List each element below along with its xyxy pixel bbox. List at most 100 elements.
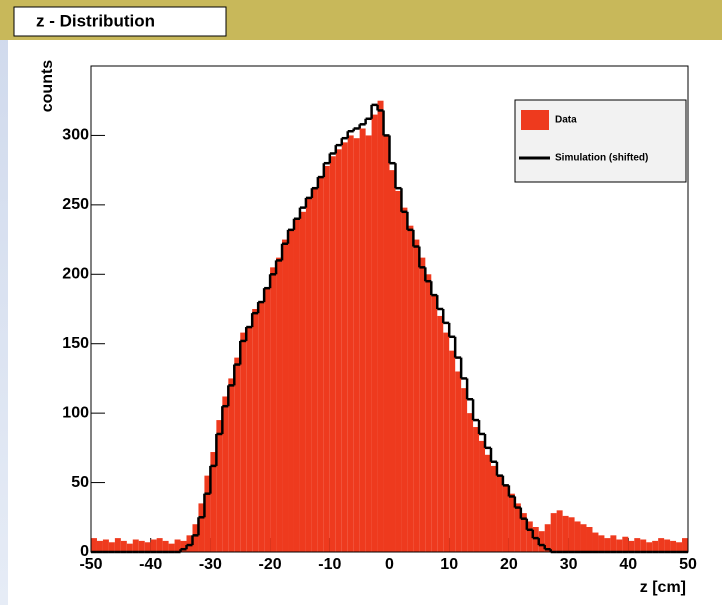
bar	[258, 302, 265, 552]
x-axis-label: z [cm]	[640, 579, 686, 596]
bar	[305, 197, 312, 552]
bar	[252, 309, 259, 552]
bar	[425, 274, 432, 552]
bar	[544, 524, 551, 552]
x-tick-label: -10	[318, 556, 341, 573]
bar	[323, 165, 330, 552]
bar	[389, 170, 396, 552]
bar	[401, 207, 408, 553]
bar	[610, 535, 617, 552]
legend-swatch	[521, 110, 549, 130]
bar	[168, 543, 175, 552]
bar	[150, 539, 157, 552]
bar	[550, 513, 557, 552]
bar	[222, 396, 229, 552]
bar	[353, 138, 360, 552]
bar	[216, 420, 223, 552]
bar	[156, 538, 163, 552]
x-tick-label: 0	[385, 556, 394, 573]
bar	[592, 532, 599, 552]
bar	[198, 503, 205, 552]
x-tick-label: -20	[259, 556, 282, 573]
bar	[538, 531, 545, 552]
bar	[144, 542, 151, 552]
bar	[288, 229, 294, 552]
bar	[502, 485, 509, 552]
bar	[359, 128, 366, 552]
bar	[240, 332, 247, 552]
bar	[490, 465, 497, 552]
bar	[586, 527, 593, 552]
bar	[204, 475, 211, 552]
bar	[120, 540, 127, 552]
y-tick-label: 250	[62, 196, 89, 213]
x-tick-label: 40	[619, 556, 637, 573]
bar	[270, 267, 277, 552]
bar	[365, 135, 372, 552]
y-tick-label: 0	[80, 543, 89, 560]
bar	[443, 332, 450, 552]
bar	[455, 371, 462, 552]
x-tick-label: -50	[79, 556, 102, 573]
x-tick-label: 50	[679, 556, 697, 573]
bar	[664, 539, 671, 552]
legend-label: Simulation (shifted)	[555, 153, 648, 164]
bar	[580, 524, 587, 552]
bar	[598, 535, 605, 552]
bar	[377, 100, 384, 552]
bar	[114, 538, 121, 552]
bar	[556, 510, 563, 552]
bar	[108, 542, 115, 552]
bar	[574, 521, 581, 552]
bar	[413, 239, 420, 553]
bar	[640, 539, 647, 552]
bar	[138, 540, 145, 552]
bar	[616, 539, 623, 552]
x-tick-label: 10	[440, 556, 458, 573]
bar	[341, 142, 348, 552]
bar	[514, 503, 521, 552]
y-tick-label: 300	[62, 127, 89, 144]
bar	[228, 378, 235, 552]
bar	[485, 454, 491, 552]
bar	[282, 239, 289, 553]
bar	[371, 114, 378, 552]
bar	[628, 540, 635, 552]
bar	[467, 413, 474, 552]
y-tick-label: 50	[71, 474, 89, 491]
bar	[419, 257, 426, 552]
bar	[634, 538, 641, 552]
bar	[246, 327, 253, 552]
bar	[91, 538, 97, 552]
bar	[174, 539, 181, 552]
bar	[234, 357, 241, 552]
bar	[496, 475, 503, 552]
x-tick-label: -30	[199, 556, 222, 573]
bar	[437, 315, 444, 552]
bar	[264, 288, 271, 552]
bar	[568, 517, 575, 552]
bar	[431, 295, 438, 552]
chart-title: z - Distribution	[36, 11, 155, 30]
bar	[299, 211, 306, 553]
bar	[479, 440, 486, 552]
y-tick-label: 150	[62, 335, 89, 352]
bar	[646, 542, 653, 552]
x-tick-label: -40	[139, 556, 162, 573]
bar	[132, 539, 139, 552]
bar	[293, 218, 300, 552]
bar	[186, 535, 193, 552]
bar	[604, 538, 611, 552]
plot-frame	[90, 65, 689, 553]
bar	[96, 540, 103, 552]
x-tick-label: 30	[560, 556, 578, 573]
bar	[658, 538, 665, 552]
bar	[407, 225, 414, 552]
bar	[180, 540, 187, 552]
bar	[652, 540, 659, 552]
bar	[383, 135, 390, 552]
y-tick-label: 200	[62, 266, 89, 283]
bar	[682, 538, 688, 552]
bar	[526, 521, 533, 552]
